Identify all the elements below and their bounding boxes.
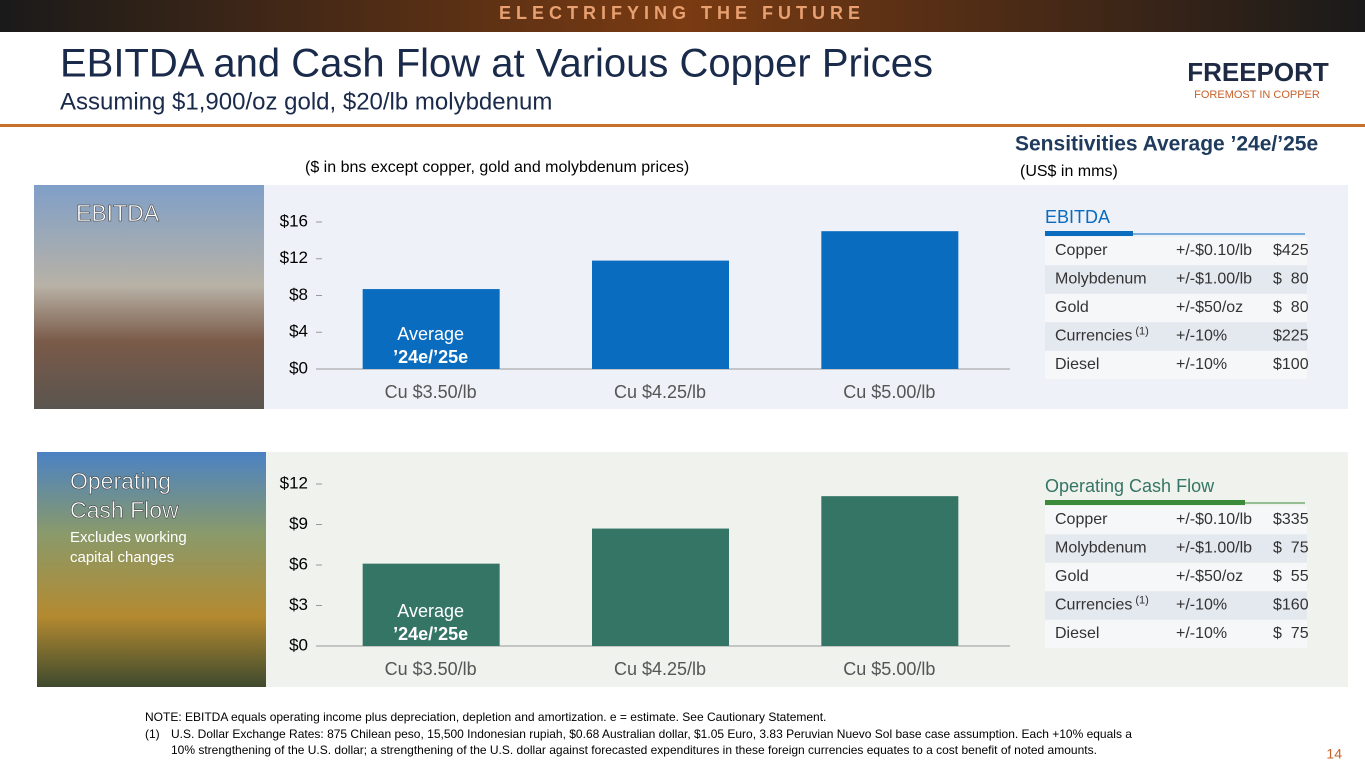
y-tick-label: $12 <box>280 473 308 492</box>
y-tick-label: $6 <box>289 554 308 573</box>
footnote: 10% strengthening of the U.S. dollar; a … <box>171 743 1097 757</box>
table-rule-accent <box>1045 231 1133 236</box>
panel-note: Excludes working <box>70 529 187 546</box>
panel-label: EBITDA <box>76 200 160 226</box>
y-tick-label: $8 <box>289 285 308 304</box>
footnote-marker: (1) <box>145 727 160 741</box>
row-name: Currencies <box>1055 328 1132 345</box>
row-value: $225 <box>1273 328 1309 345</box>
bar <box>362 289 500 369</box>
row-change: +/-$50/oz <box>1176 299 1243 316</box>
row-value: $335 <box>1273 511 1309 528</box>
bar-annotation: ’24e/’25e <box>393 624 468 644</box>
header-rule <box>0 124 1365 127</box>
slide-subtitle: Assuming $1,900/oz gold, $20/lb molybden… <box>60 88 552 115</box>
bar-annotation: Average <box>397 324 464 344</box>
units-note: ($ in bns except copper, gold and molybd… <box>305 159 689 176</box>
row-name: Copper <box>1055 242 1108 259</box>
y-tick-label: $3 <box>289 595 308 614</box>
banner-text: ELECTRIFYING THE FUTURE <box>499 3 865 23</box>
table-row <box>1045 506 1307 534</box>
y-tick-label: $12 <box>280 248 308 267</box>
row-note: (1) <box>1135 325 1148 337</box>
y-tick-label: $4 <box>289 322 308 341</box>
table-title: EBITDA <box>1045 207 1110 227</box>
bar <box>821 496 959 646</box>
y-tick-label: $0 <box>289 358 308 377</box>
logo-tagline: FOREMOST IN COPPER <box>1194 89 1320 101</box>
slide-title: EBITDA and Cash Flow at Various Copper P… <box>60 42 933 86</box>
y-tick-label: $16 <box>280 211 308 230</box>
row-name: Gold <box>1055 299 1089 316</box>
row-change: +/-$1.00/lb <box>1176 540 1252 557</box>
bar-annotation: ’24e/’25e <box>393 347 468 367</box>
x-tick-label: Cu $3.50/lb <box>385 382 477 402</box>
table-row <box>1045 294 1307 322</box>
row-value: $ 80 <box>1273 271 1309 288</box>
row-value: $ 75 <box>1273 540 1309 557</box>
panel-label: Operating <box>70 468 171 494</box>
row-change: +/-$0.10/lb <box>1176 242 1252 259</box>
photo <box>34 185 264 409</box>
row-value: $ 55 <box>1273 568 1309 585</box>
row-change: +/-10% <box>1176 625 1227 642</box>
logo: FREEPORT <box>1187 57 1329 87</box>
row-change: +/-$0.10/lb <box>1176 511 1252 528</box>
row-name: Gold <box>1055 568 1089 585</box>
table-title: Operating Cash Flow <box>1045 476 1215 496</box>
row-change: +/-10% <box>1176 597 1227 614</box>
row-change: +/-10% <box>1176 356 1227 373</box>
table-row <box>1045 620 1307 648</box>
row-change: +/-10% <box>1176 328 1227 345</box>
table-row <box>1045 265 1307 294</box>
table-row <box>1045 351 1307 379</box>
row-value: $ 75 <box>1273 625 1309 642</box>
sensitivities-units: (US$ in mms) <box>1020 163 1118 180</box>
row-note: (1) <box>1135 594 1148 606</box>
footnote: NOTE: EBITDA equals operating income plu… <box>145 710 826 724</box>
row-value: $425 <box>1273 242 1309 259</box>
row-name: Diesel <box>1055 356 1099 373</box>
row-change: +/-$50/oz <box>1176 568 1243 585</box>
x-tick-label: Cu $5.00/lb <box>843 659 935 679</box>
table-row <box>1045 563 1307 591</box>
page-number: 14 <box>1326 746 1342 762</box>
bar <box>592 260 729 369</box>
row-name: Molybdenum <box>1055 271 1147 288</box>
panel-note: capital changes <box>70 549 174 566</box>
panel-label: Cash Flow <box>70 497 179 523</box>
row-name: Diesel <box>1055 625 1099 642</box>
sensitivities-title: Sensitivities Average ’24e/’25e <box>1015 133 1318 156</box>
table-row <box>1045 237 1307 265</box>
table-row <box>1045 322 1307 351</box>
x-tick-label: Cu $3.50/lb <box>385 659 477 679</box>
table-row <box>1045 591 1307 620</box>
x-tick-label: Cu $4.25/lb <box>614 382 706 402</box>
row-value: $160 <box>1273 597 1309 614</box>
row-name: Copper <box>1055 511 1108 528</box>
photo <box>37 452 266 687</box>
x-tick-label: Cu $4.25/lb <box>614 659 706 679</box>
bar <box>362 563 500 646</box>
row-name: Molybdenum <box>1055 540 1147 557</box>
banner-bar <box>0 0 1365 32</box>
table-rule-accent <box>1045 500 1245 505</box>
bar <box>821 231 959 369</box>
row-value: $100 <box>1273 356 1309 373</box>
y-tick-label: $9 <box>289 514 308 533</box>
row-name: Currencies <box>1055 597 1132 614</box>
bar-annotation: Average <box>397 601 464 621</box>
table-row <box>1045 534 1307 563</box>
y-tick-label: $0 <box>289 635 308 654</box>
bar <box>592 528 729 646</box>
row-value: $ 80 <box>1273 299 1309 316</box>
row-change: +/-$1.00/lb <box>1176 271 1252 288</box>
footnote: U.S. Dollar Exchange Rates: 875 Chilean … <box>171 727 1132 741</box>
x-tick-label: Cu $5.00/lb <box>843 382 935 402</box>
